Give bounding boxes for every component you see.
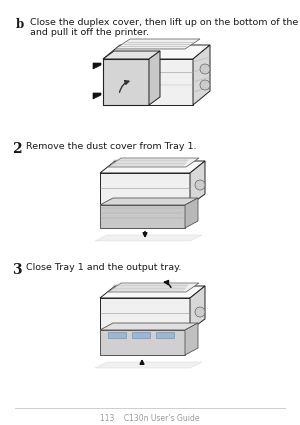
Text: Remove the dust cover from Tray 1.: Remove the dust cover from Tray 1. bbox=[26, 142, 196, 151]
Polygon shape bbox=[100, 205, 185, 228]
Polygon shape bbox=[149, 51, 160, 105]
Text: Close the duplex cover, then lift up on the bottom of the duplexer,: Close the duplex cover, then lift up on … bbox=[30, 18, 300, 27]
Polygon shape bbox=[103, 59, 149, 105]
Polygon shape bbox=[156, 332, 174, 338]
Text: Close Tray 1 and the output tray.: Close Tray 1 and the output tray. bbox=[26, 263, 182, 272]
Polygon shape bbox=[108, 283, 199, 292]
Text: 113    C130n User’s Guide: 113 C130n User’s Guide bbox=[100, 414, 200, 423]
Text: 3: 3 bbox=[12, 263, 22, 277]
Polygon shape bbox=[132, 332, 150, 338]
Polygon shape bbox=[115, 39, 200, 49]
Text: b: b bbox=[16, 18, 24, 31]
Polygon shape bbox=[100, 286, 205, 298]
Polygon shape bbox=[100, 198, 198, 205]
Polygon shape bbox=[93, 93, 101, 99]
Circle shape bbox=[200, 80, 210, 90]
Polygon shape bbox=[108, 332, 126, 338]
Polygon shape bbox=[95, 362, 202, 368]
Polygon shape bbox=[190, 286, 205, 330]
Polygon shape bbox=[95, 235, 202, 241]
Polygon shape bbox=[93, 63, 101, 69]
Polygon shape bbox=[190, 161, 205, 205]
Polygon shape bbox=[100, 323, 198, 330]
Polygon shape bbox=[100, 298, 190, 330]
Circle shape bbox=[195, 180, 205, 190]
Polygon shape bbox=[100, 173, 190, 205]
Polygon shape bbox=[185, 198, 198, 228]
Polygon shape bbox=[108, 158, 199, 167]
Polygon shape bbox=[100, 161, 205, 173]
Polygon shape bbox=[100, 330, 185, 355]
Circle shape bbox=[200, 64, 210, 74]
Circle shape bbox=[195, 307, 205, 317]
Polygon shape bbox=[185, 323, 198, 355]
Polygon shape bbox=[103, 51, 160, 59]
Polygon shape bbox=[103, 59, 193, 105]
Polygon shape bbox=[193, 45, 210, 105]
Text: and pull it off the printer.: and pull it off the printer. bbox=[30, 28, 149, 37]
Text: 2: 2 bbox=[12, 142, 22, 156]
Polygon shape bbox=[103, 45, 210, 59]
